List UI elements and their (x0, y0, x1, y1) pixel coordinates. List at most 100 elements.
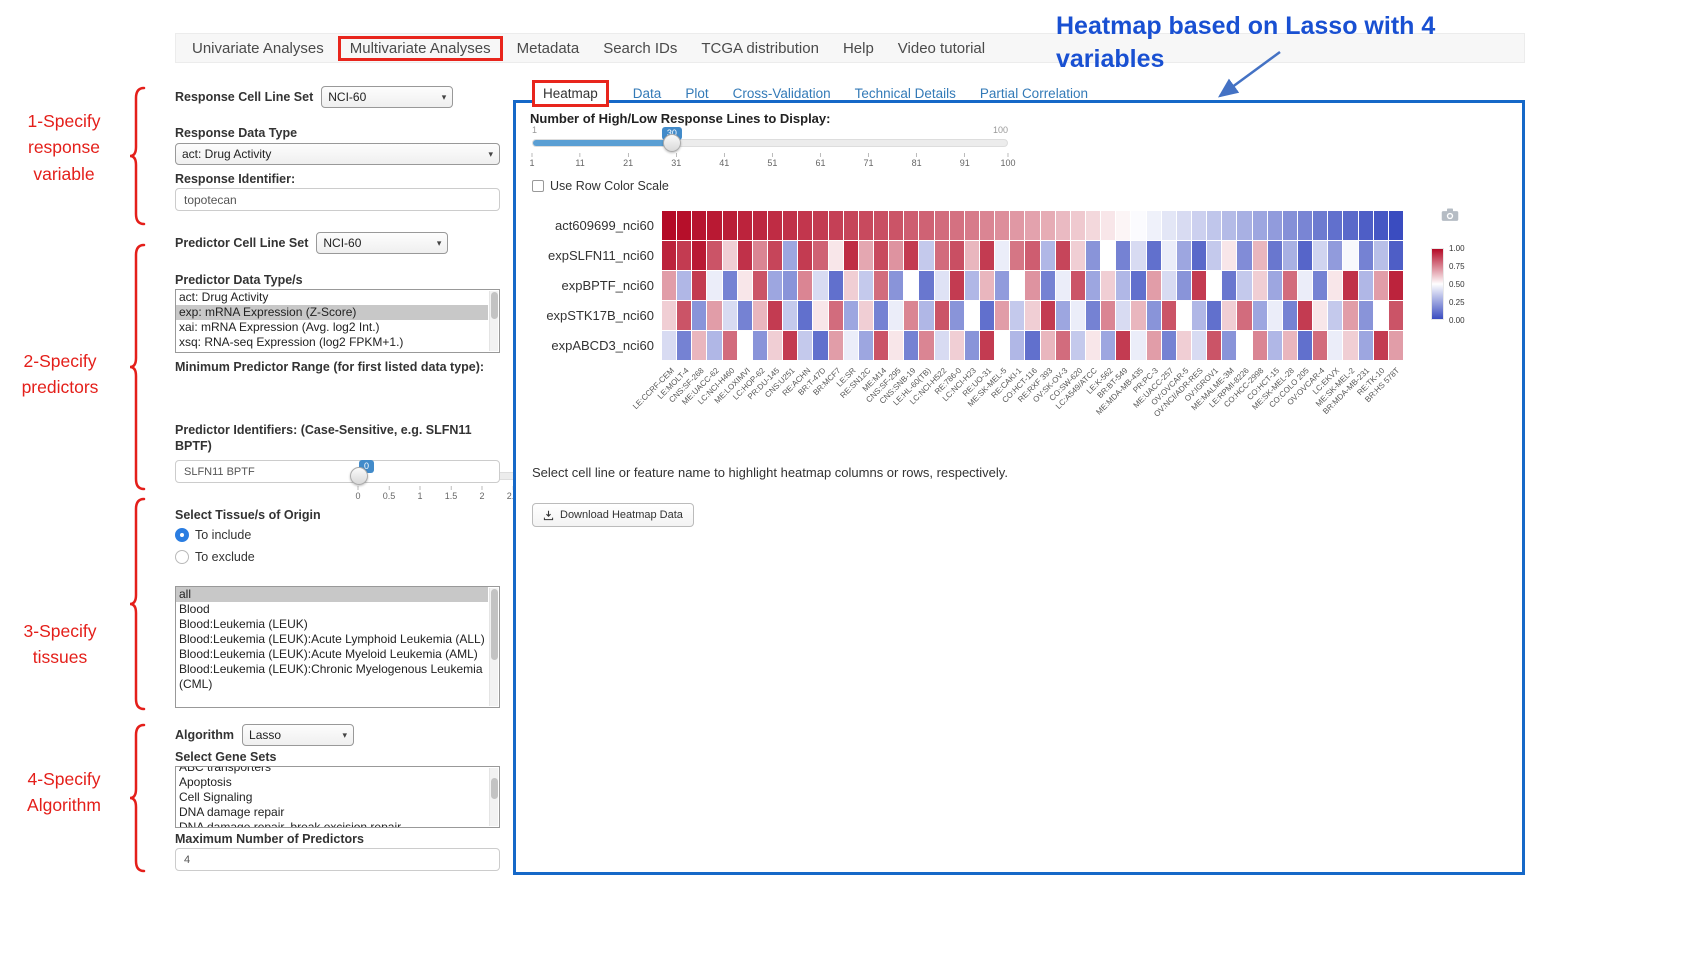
scrollbar-thumb[interactable] (491, 589, 498, 660)
list-option[interactable]: Apoptosis (179, 775, 232, 789)
heatmap-cell[interactable] (662, 211, 677, 240)
heatmap-cell[interactable] (1343, 271, 1358, 300)
heatmap-row-label[interactable]: expBPTF_nci60 (561, 278, 655, 293)
heatmap-cell[interactable] (1146, 241, 1161, 270)
heatmap-cell[interactable] (1040, 211, 1055, 240)
heatmap-cell[interactable] (1101, 211, 1116, 240)
tissue-exclude-radio[interactable]: To exclude (175, 550, 500, 564)
heatmap-cell[interactable] (813, 271, 828, 300)
heatmap-cell[interactable] (1131, 271, 1146, 300)
heatmap-cell[interactable] (934, 301, 949, 330)
scrollbar-thumb[interactable] (491, 292, 498, 319)
heatmap-cell[interactable] (722, 211, 737, 240)
heatmap-cell[interactable] (1313, 271, 1328, 300)
heatmap-cell[interactable] (1207, 331, 1222, 360)
heatmap-cell[interactable] (1313, 211, 1328, 240)
heatmap-cell[interactable] (692, 211, 707, 240)
heatmap-cell[interactable] (1207, 241, 1222, 270)
heatmap-cell[interactable] (737, 211, 752, 240)
heatmap-cell[interactable] (1343, 301, 1358, 330)
slider-handle[interactable] (350, 467, 368, 485)
heatmap-cell[interactable] (722, 241, 737, 270)
heatmap-cell[interactable] (677, 271, 692, 300)
heatmap-cell[interactable] (1116, 271, 1131, 300)
heatmap-cell[interactable] (1388, 331, 1403, 360)
heatmap-cell[interactable] (1116, 241, 1131, 270)
list-option[interactable]: xai: mRNA Expression (Avg. log2 Int.) (179, 320, 380, 334)
heatmap-cell[interactable] (1222, 331, 1237, 360)
heatmap-cell[interactable] (934, 241, 949, 270)
tab-heatmap[interactable]: Heatmap (532, 80, 609, 107)
heatmap-cell[interactable] (1146, 271, 1161, 300)
list-option[interactable]: xsq: RNA-seq Expression (log2 FPKM+1.) (179, 335, 404, 349)
heatmap-cell[interactable] (1161, 211, 1176, 240)
heatmap-cell[interactable] (1313, 241, 1328, 270)
tab-data[interactable]: Data (632, 86, 662, 101)
heatmap-cell[interactable] (995, 211, 1010, 240)
heatmap-cell[interactable] (1252, 331, 1267, 360)
heatmap-cell[interactable] (1373, 271, 1388, 300)
heatmap-cell[interactable] (1252, 211, 1267, 240)
heatmap-cell[interactable] (1237, 211, 1252, 240)
heatmap-cell[interactable] (1237, 271, 1252, 300)
heatmap-cell[interactable] (1070, 241, 1085, 270)
scrollbar-thumb[interactable] (491, 778, 498, 799)
heatmap-cell[interactable] (858, 271, 873, 300)
heatmap-cell[interactable] (768, 241, 783, 270)
tab-partial-correlation[interactable]: Partial Correlation (979, 86, 1088, 101)
heatmap-cell[interactable] (1176, 301, 1191, 330)
heatmap-cell[interactable] (949, 331, 964, 360)
heatmap-cell[interactable] (1282, 271, 1297, 300)
heatmap-cell[interactable] (1040, 331, 1055, 360)
heatmap-cell[interactable] (1267, 301, 1282, 330)
heatmap-cell[interactable] (843, 211, 858, 240)
heatmap-cell[interactable] (1086, 271, 1101, 300)
heatmap-cell[interactable] (874, 241, 889, 270)
list-option[interactable]: ABC transporters (179, 766, 272, 774)
heatmap-cell[interactable] (707, 271, 722, 300)
heatmap-cell[interactable] (934, 331, 949, 360)
algorithm-select[interactable]: Lasso ▾ (242, 724, 355, 746)
heatmap-cell[interactable] (813, 301, 828, 330)
heatmap-cell[interactable] (768, 211, 783, 240)
heatmap-cell[interactable] (1070, 301, 1085, 330)
heatmap-cell[interactable] (722, 301, 737, 330)
heatmap-cell[interactable] (995, 241, 1010, 270)
heatmap-cell[interactable] (1192, 271, 1207, 300)
heatmap-cell[interactable] (828, 301, 843, 330)
heatmap-cell[interactable] (768, 271, 783, 300)
heatmap-cell[interactable] (949, 271, 964, 300)
heatmap-cell[interactable] (813, 241, 828, 270)
scrollbar[interactable] (489, 588, 498, 706)
heatmap-cell[interactable] (980, 271, 995, 300)
heatmap-cell[interactable] (1388, 301, 1403, 330)
heatmap-cell[interactable] (1010, 331, 1025, 360)
heatmap-cell[interactable] (1298, 301, 1313, 330)
tissue-list[interactable]: all Blood Blood:Leukemia (LEUK) Blood:Leuke… (175, 586, 500, 708)
heatmap-cell[interactable] (692, 271, 707, 300)
heatmap-cell[interactable] (1267, 271, 1282, 300)
heatmap-cell[interactable] (1222, 211, 1237, 240)
heatmap-cell[interactable] (783, 301, 798, 330)
heatmap-cell[interactable] (858, 331, 873, 360)
heatmap-cell[interactable] (1252, 271, 1267, 300)
heatmap-cell[interactable] (904, 301, 919, 330)
heatmap-cell[interactable] (737, 301, 752, 330)
heatmap-row-label[interactable]: expSLFN11_nci60 (548, 248, 654, 263)
heatmap-cell[interactable] (919, 271, 934, 300)
heatmap-cell[interactable] (813, 331, 828, 360)
heatmap-cell[interactable] (722, 271, 737, 300)
heatmap-cell[interactable] (1192, 331, 1207, 360)
heatmap-cell[interactable] (1298, 331, 1313, 360)
heatmap-cell[interactable] (1070, 211, 1085, 240)
nav-item-0[interactable]: Univariate Analyses (192, 39, 324, 57)
heatmap-cell[interactable] (904, 271, 919, 300)
heatmap-cell[interactable] (1161, 271, 1176, 300)
heatmap-cell[interactable] (1373, 331, 1388, 360)
heatmap-cell[interactable] (1358, 301, 1373, 330)
list-option[interactable]: Blood:Leukemia (LEUK) (179, 617, 308, 631)
heatmap-cell[interactable] (858, 211, 873, 240)
heatmap-cell[interactable] (662, 301, 677, 330)
heatmap-cell[interactable] (1116, 331, 1131, 360)
heatmap-cell[interactable] (783, 211, 798, 240)
